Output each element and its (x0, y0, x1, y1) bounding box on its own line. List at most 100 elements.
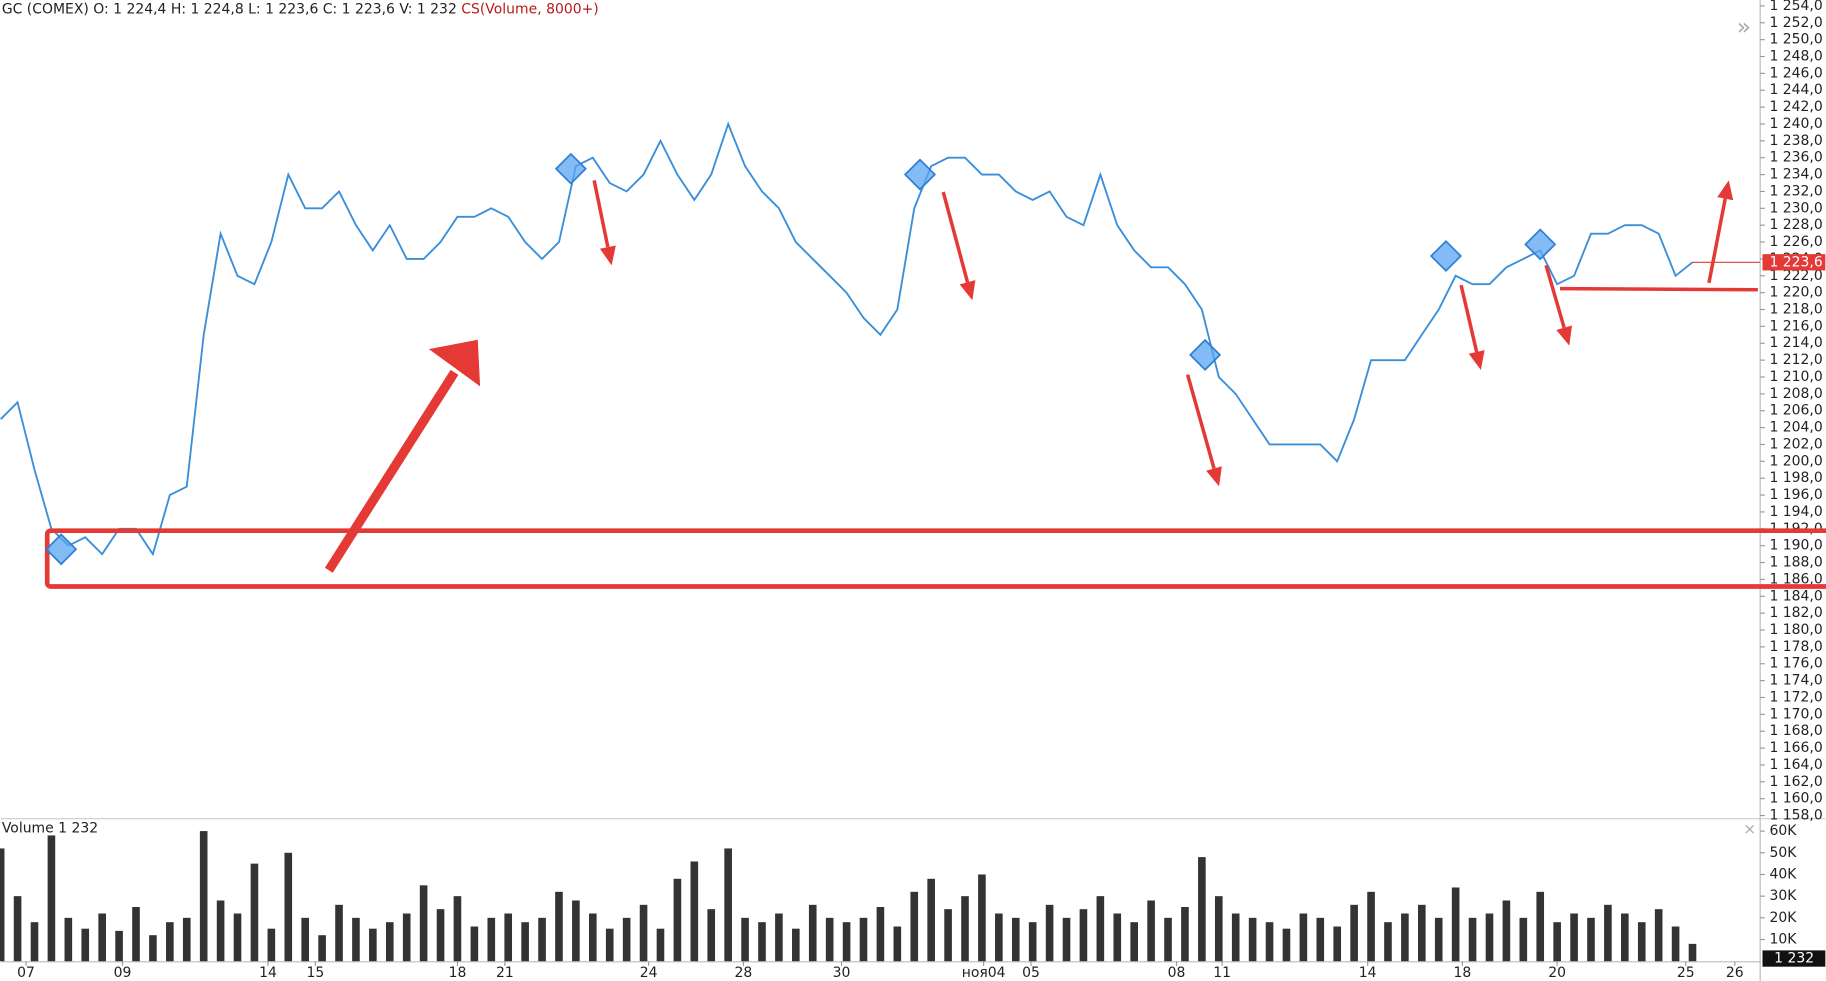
x-tick-label: 08 (1168, 965, 1186, 981)
y-tick-label: 1 210,0 (1769, 369, 1822, 385)
volume-bar (1570, 913, 1578, 962)
arrow-shaft (592, 180, 610, 248)
y-tick-label: 1 254,0 (1769, 0, 1822, 14)
x-tick-label: ноя04 (962, 965, 1006, 981)
x-tick-label: 21 (496, 965, 514, 981)
volume-bar (1451, 887, 1460, 962)
y-tick-label: 1 166,0 (1769, 740, 1822, 756)
arrow-head (1468, 350, 1485, 371)
volume-bar (233, 913, 242, 962)
y-tick-label: 1 158,0 (1769, 808, 1822, 824)
volume-bar (216, 900, 225, 962)
y-tick-label: 1 232,0 (1769, 183, 1822, 199)
close-panel-button[interactable]: × (1743, 820, 1756, 838)
volume-bar (13, 896, 22, 962)
y-tick-label: 1 252,0 (1769, 15, 1822, 31)
signal-marker (1429, 239, 1463, 273)
volume-bar (792, 928, 800, 962)
volume-bar (893, 926, 902, 962)
x-tick-label: 11 (1213, 965, 1231, 981)
y-tick-label: 1 188,0 (1769, 555, 1822, 571)
volume-bar (1299, 913, 1308, 962)
trend-arrow-shaft (324, 369, 459, 573)
y-tick-label: 1 240,0 (1769, 116, 1822, 132)
y-tick-label: 1 206,0 (1769, 403, 1822, 419)
volume-bar (842, 922, 851, 962)
y-tick-label: 40K (1769, 866, 1797, 882)
y-tick-label: 1 204,0 (1769, 420, 1822, 436)
volume-bar (149, 935, 157, 962)
volume-bar (0, 848, 5, 962)
volume-bar (1214, 896, 1223, 962)
y-tick-label: 30K (1769, 888, 1797, 904)
volume-bar (588, 913, 597, 962)
y-tick-label: 1 178,0 (1769, 639, 1822, 655)
x-tick-label: 18 (1454, 965, 1472, 981)
x-tick-label: 25 (1677, 965, 1695, 981)
volume-bar (199, 831, 208, 962)
y-tick-label: 1 228,0 (1769, 217, 1822, 233)
x-tick-label: 14 (259, 965, 277, 981)
arrow-shaft (941, 191, 970, 283)
volume-bar (166, 922, 174, 962)
signal-marker (903, 158, 937, 191)
volume-bar (301, 917, 309, 962)
volume-bar (538, 917, 546, 962)
volume-bar (876, 906, 885, 962)
volume-bar (1198, 857, 1206, 962)
volume-bar (352, 917, 360, 962)
volume-bar (741, 917, 749, 962)
volume-bar (572, 900, 580, 962)
y-tick-label: 1 184,0 (1769, 588, 1822, 604)
y-tick-label: 1 174,0 (1769, 673, 1822, 689)
volume-bar (690, 861, 699, 962)
volume-bar (1096, 896, 1105, 962)
volume-bar (859, 917, 868, 962)
signal-marker (1524, 228, 1557, 261)
volume-bar (1079, 909, 1088, 962)
volume-bar (436, 909, 445, 962)
x-tick-label: 07 (17, 965, 35, 981)
volume-bar (1113, 913, 1122, 962)
x-tick-label: 26 (1726, 965, 1744, 981)
volume-bar (453, 896, 462, 962)
support-zone (44, 528, 1826, 589)
volume-bar (470, 926, 479, 962)
expand-button[interactable]: » (1737, 13, 1751, 40)
level-line (1560, 286, 1758, 292)
volume-bar (910, 891, 919, 962)
volume-bar (978, 874, 986, 962)
volume-bar (1434, 917, 1443, 962)
volume-bar (775, 913, 783, 962)
y-tick-label: 60K (1769, 823, 1797, 839)
volume-bar (47, 835, 56, 962)
volume-bar (318, 935, 326, 962)
x-tick-label: 05 (1022, 965, 1040, 981)
last-volume-label: 1 232 (1774, 951, 1814, 967)
volume-bar (1621, 913, 1629, 962)
arrow-head (599, 245, 616, 266)
volume-bar (1519, 917, 1528, 962)
y-tick-label: 1 244,0 (1769, 82, 1822, 98)
volume-bar (758, 922, 766, 962)
volume-bar (504, 913, 513, 962)
volume-bar (1604, 904, 1612, 962)
volume-bar (1671, 926, 1680, 962)
volume-bar (98, 913, 106, 962)
volume-bar (1231, 913, 1240, 962)
arrow-head (1206, 466, 1222, 487)
signal-marker (554, 152, 587, 185)
y-tick-label: 1 198,0 (1769, 470, 1822, 486)
y-tick-label: 1 200,0 (1769, 453, 1822, 469)
volume-bar (267, 928, 276, 962)
volume-bar (1130, 922, 1138, 962)
chart-header: GC (COMEX) O: 1 224,4 H: 1 224,8 L: 1 22… (2, 1, 599, 17)
volume-bar (995, 913, 1003, 962)
volume-bar (402, 913, 411, 962)
last-price-box (1762, 254, 1826, 271)
volume-bar (1316, 917, 1325, 962)
volume-bar (30, 922, 39, 962)
volume-bar (81, 928, 90, 962)
volume-bar (656, 928, 665, 962)
